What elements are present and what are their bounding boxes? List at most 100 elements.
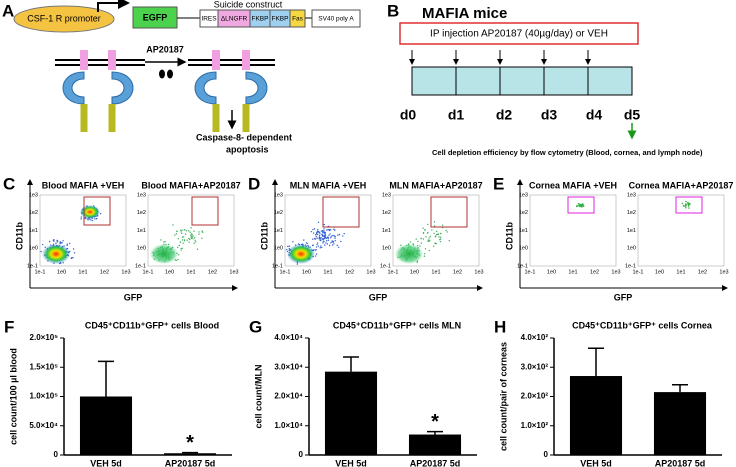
event-dot — [288, 245, 291, 247]
event-dot — [194, 239, 196, 241]
event-dot — [323, 231, 325, 234]
event-dot — [334, 240, 336, 242]
flow-tick-label: 1e2 — [627, 210, 636, 216]
plot-title: Blood MAFIA+AP20187 — [141, 180, 240, 190]
chart-title: CD45⁺CD11b⁺GFP⁺ cells Cornea — [572, 320, 713, 330]
significance-mark: * — [431, 411, 439, 433]
event-dot — [62, 240, 64, 242]
drug-molecule — [167, 69, 173, 79]
event-dot — [53, 240, 55, 242]
event-dot — [177, 246, 179, 249]
event-dot — [323, 228, 325, 230]
y-tick-label: 5.0×10⁴ — [29, 421, 58, 430]
event-dot — [320, 239, 322, 242]
construct-part — [311, 9, 361, 28]
event-dot — [318, 236, 321, 238]
event-dot — [427, 240, 429, 243]
event-dot — [579, 204, 582, 206]
bar — [653, 392, 707, 455]
event-dot — [327, 237, 330, 239]
event-dot — [337, 234, 339, 236]
flow-tick-label: 1e-1 — [517, 263, 528, 269]
flow-tick-label: 1e-1 — [380, 263, 391, 269]
flow-tick-label: 1e2 — [29, 210, 38, 216]
event-dot — [327, 228, 329, 231]
event-dot — [55, 242, 57, 244]
flow-tick-label: 1e1 — [323, 269, 332, 275]
gate — [322, 196, 360, 228]
event-dot — [316, 231, 319, 233]
flow-tick-label: 1e1 — [627, 228, 636, 234]
chart-title: CD45⁺CD11b⁺GFP⁺ cells Blood — [85, 320, 219, 330]
event-dot — [178, 244, 181, 247]
flow-tick-label: 1e1 — [568, 269, 577, 275]
event-dot — [332, 241, 335, 243]
event-dot — [316, 237, 318, 239]
injection-label: IP injection AP20187 (40µg/day) or VEH — [430, 29, 608, 40]
receptor-domain — [80, 50, 88, 70]
event-dot — [412, 243, 414, 245]
event-dot — [338, 233, 341, 236]
outcome-label: Caspase-8- dependent — [196, 132, 292, 142]
event-dot — [318, 231, 320, 234]
event-dot — [439, 238, 441, 241]
y-tick-label: 0 — [54, 450, 59, 459]
event-dot — [337, 246, 340, 249]
flow-tick-label: 1e2 — [345, 269, 354, 275]
bar — [324, 371, 378, 455]
event-dot — [433, 225, 436, 227]
event-dot — [685, 203, 687, 205]
panel-letter: D — [248, 174, 260, 193]
event-dot — [191, 236, 193, 238]
event-dot — [685, 200, 687, 203]
y-axis-label: CD11b — [259, 221, 269, 250]
event-dot — [181, 232, 183, 235]
event-dot — [305, 242, 308, 244]
construct-part-label: Fas — [292, 16, 304, 23]
event-dot — [177, 238, 180, 240]
flow-tick-label: 1e1 — [29, 228, 38, 234]
event-dot — [190, 227, 192, 229]
event-dot — [316, 233, 319, 236]
flow-tick-label: 1e0 — [519, 246, 528, 252]
flow-tick-label: 1e-1 — [524, 269, 535, 275]
receptor-tail — [108, 104, 116, 132]
event-dot — [68, 242, 71, 245]
construct-title: Suicide construct — [214, 0, 283, 9]
event-dot — [422, 227, 424, 229]
receptor-body — [111, 71, 134, 105]
event-dot — [419, 245, 421, 247]
event-dot — [687, 205, 690, 207]
event-dot — [324, 233, 326, 235]
event-dot — [188, 230, 190, 232]
event-dot — [439, 236, 442, 238]
flow-tick-label: 1e0 — [627, 246, 636, 252]
event-dot — [99, 212, 102, 215]
event-dot — [183, 240, 186, 242]
event-dot — [72, 248, 75, 250]
plot-title: MLN MAFIA +VEH — [290, 180, 366, 190]
event-dot — [417, 240, 419, 243]
event-dot — [315, 249, 317, 251]
event-dot — [324, 244, 326, 246]
event-dot — [192, 235, 194, 237]
flow-tick-label: 1e2 — [208, 269, 217, 275]
event-dot — [189, 238, 191, 241]
y-tick-label: 2.0×10⁵ — [30, 333, 59, 342]
event-dot — [428, 249, 431, 252]
receptors — [62, 50, 268, 132]
flow-tick-label: 1e0 — [302, 269, 311, 275]
event-dot — [424, 248, 427, 250]
event-dot — [331, 241, 333, 243]
construct-part-label: IRES — [201, 16, 217, 23]
bar — [408, 434, 462, 455]
event-dot — [312, 228, 314, 231]
error-bar — [343, 356, 359, 372]
receptor-domain — [242, 50, 250, 70]
event-dot — [323, 230, 325, 232]
event-dot — [317, 221, 320, 223]
flow-tick-label: 1e3 — [519, 192, 528, 198]
construct-part — [289, 9, 306, 28]
flow-tick-label: 1e0 — [57, 269, 66, 275]
